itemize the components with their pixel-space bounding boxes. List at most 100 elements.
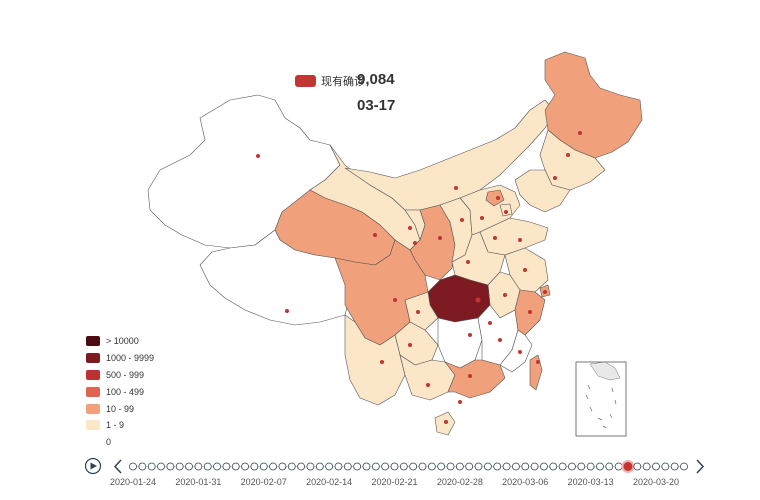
timeline-label: 2020-02-07 <box>240 477 287 487</box>
south-china-sea-inset <box>575 361 627 437</box>
timeline-dot[interactable] <box>399 462 408 471</box>
timeline-dot[interactable] <box>185 462 193 471</box>
chevron-left-icon[interactable] <box>113 459 122 474</box>
timeline-dot[interactable] <box>315 462 324 471</box>
timeline-current-dot[interactable] <box>621 460 635 473</box>
timeline-dot[interactable] <box>371 462 380 471</box>
timeline-dot[interactable] <box>586 462 595 471</box>
timeline-dot[interactable] <box>353 462 362 471</box>
timeline-dot[interactable] <box>483 462 492 471</box>
region-sichuan[interactable] <box>334 239 429 346</box>
timeline-label: 2020-01-24 <box>109 477 157 487</box>
timeline-dot[interactable] <box>512 462 520 471</box>
timeline-dot[interactable] <box>577 462 586 471</box>
timeline-dot[interactable] <box>502 462 511 471</box>
legend-item[interactable]: 1 - 9 <box>86 417 154 434</box>
timeline-dot[interactable] <box>147 462 156 471</box>
timeline-label: 2020-03-13 <box>567 477 614 487</box>
timeline-dot[interactable] <box>418 462 427 471</box>
timeline-dot[interactable] <box>661 462 670 471</box>
timeline-dot[interactable] <box>455 462 464 471</box>
legend-item[interactable]: 500 - 999 <box>86 367 154 384</box>
timeline-dot[interactable] <box>278 462 287 471</box>
legend-label: 500 - 999 <box>106 369 145 380</box>
timeline-dot[interactable] <box>427 462 436 471</box>
legend-label: 1 - 9 <box>106 420 125 431</box>
timeline-dot[interactable] <box>129 462 137 471</box>
legend-swatch <box>86 437 100 447</box>
timeline-dot[interactable] <box>194 462 203 471</box>
timeline-dot[interactable] <box>241 462 249 471</box>
legend-label: 1000 - 9999 <box>106 353 155 364</box>
legend-label: 100 - 499 <box>106 386 145 397</box>
timeline-dot[interactable] <box>549 462 558 471</box>
timeline-label: 2020-02-21 <box>371 477 418 487</box>
region-liaoning[interactable] <box>514 169 571 213</box>
timeline-dot[interactable] <box>568 462 576 471</box>
chevron-right-icon[interactable] <box>696 459 705 474</box>
legend-item[interactable]: 0 <box>86 434 154 451</box>
timeline-dot[interactable] <box>474 462 483 471</box>
timeline-label: 2020-01-31 <box>175 477 222 487</box>
timeline-dot[interactable] <box>437 462 446 471</box>
timeline-dot[interactable] <box>166 462 175 471</box>
timeline-dot[interactable] <box>596 462 604 471</box>
province-markers <box>256 131 582 424</box>
timeline-dot[interactable] <box>670 462 679 471</box>
timeline-dot[interactable] <box>521 462 530 471</box>
timeline-dot[interactable] <box>680 462 688 471</box>
timeline-dot[interactable] <box>652 462 660 471</box>
timeline-dot[interactable] <box>381 462 390 471</box>
legend-swatch <box>86 420 100 431</box>
region-jilin[interactable] <box>539 129 606 191</box>
timeline-dot[interactable] <box>297 462 306 471</box>
timeline-dot[interactable] <box>390 462 399 471</box>
region-fujian[interactable] <box>499 329 533 373</box>
timeline-dot[interactable] <box>605 462 614 471</box>
region-heilongjiang[interactable] <box>544 51 643 159</box>
timeline-dot[interactable] <box>642 462 651 471</box>
play-icon[interactable] <box>84 457 102 475</box>
timeline-dot[interactable] <box>138 462 147 471</box>
timeline-dot[interactable] <box>306 462 315 471</box>
timeline-dot[interactable] <box>157 462 165 471</box>
timeline-dot[interactable] <box>530 462 539 471</box>
timeline-dot[interactable] <box>250 462 259 471</box>
legend-item[interactable]: 1000 - 9999 <box>86 350 154 367</box>
timeline-dot[interactable] <box>269 462 277 471</box>
timeline-dot[interactable] <box>633 462 642 471</box>
legend-swatch <box>86 353 100 364</box>
timeline-dot[interactable] <box>334 462 343 471</box>
timeline-dot[interactable] <box>362 462 371 471</box>
region-beijing[interactable] <box>485 189 505 207</box>
timeline-dot[interactable] <box>231 462 240 471</box>
legend-label: > 10000 <box>106 336 139 347</box>
timeline-dot[interactable] <box>287 462 296 471</box>
timeline-dot[interactable] <box>493 462 502 471</box>
timeline-dot[interactable] <box>465 462 474 471</box>
timeline-dot[interactable] <box>343 462 352 471</box>
region-taiwan[interactable] <box>529 354 543 391</box>
timeline-dot[interactable] <box>446 462 455 471</box>
timeline-dot[interactable] <box>540 462 548 471</box>
timeline-dot[interactable] <box>614 462 623 471</box>
timeline-dot[interactable] <box>558 462 567 471</box>
region-guangdong[interactable] <box>444 359 506 399</box>
timeline-dot[interactable] <box>175 462 184 471</box>
timeline[interactable] <box>0 450 760 482</box>
timeline-label: 2020-03-06 <box>502 477 549 487</box>
legend-label: 0 <box>106 437 112 448</box>
timeline-dot[interactable] <box>325 462 334 471</box>
timeline-dot[interactable] <box>409 462 418 471</box>
timeline-dot[interactable] <box>213 462 221 471</box>
legend-item[interactable]: > 10000 <box>86 333 154 350</box>
timeline-dot[interactable] <box>222 462 231 471</box>
series-legend[interactable]: 现有确诊 <box>295 73 365 89</box>
legend-label: 10 - 99 <box>106 403 135 414</box>
timeline-dot[interactable] <box>259 462 268 471</box>
legend-swatch <box>86 386 100 397</box>
timeline-dot[interactable] <box>203 462 212 471</box>
legend-item[interactable]: 100 - 499 <box>86 383 154 400</box>
timeline-label: 2020-03-20 <box>632 477 680 487</box>
legend-item[interactable]: 10 - 99 <box>86 400 154 417</box>
